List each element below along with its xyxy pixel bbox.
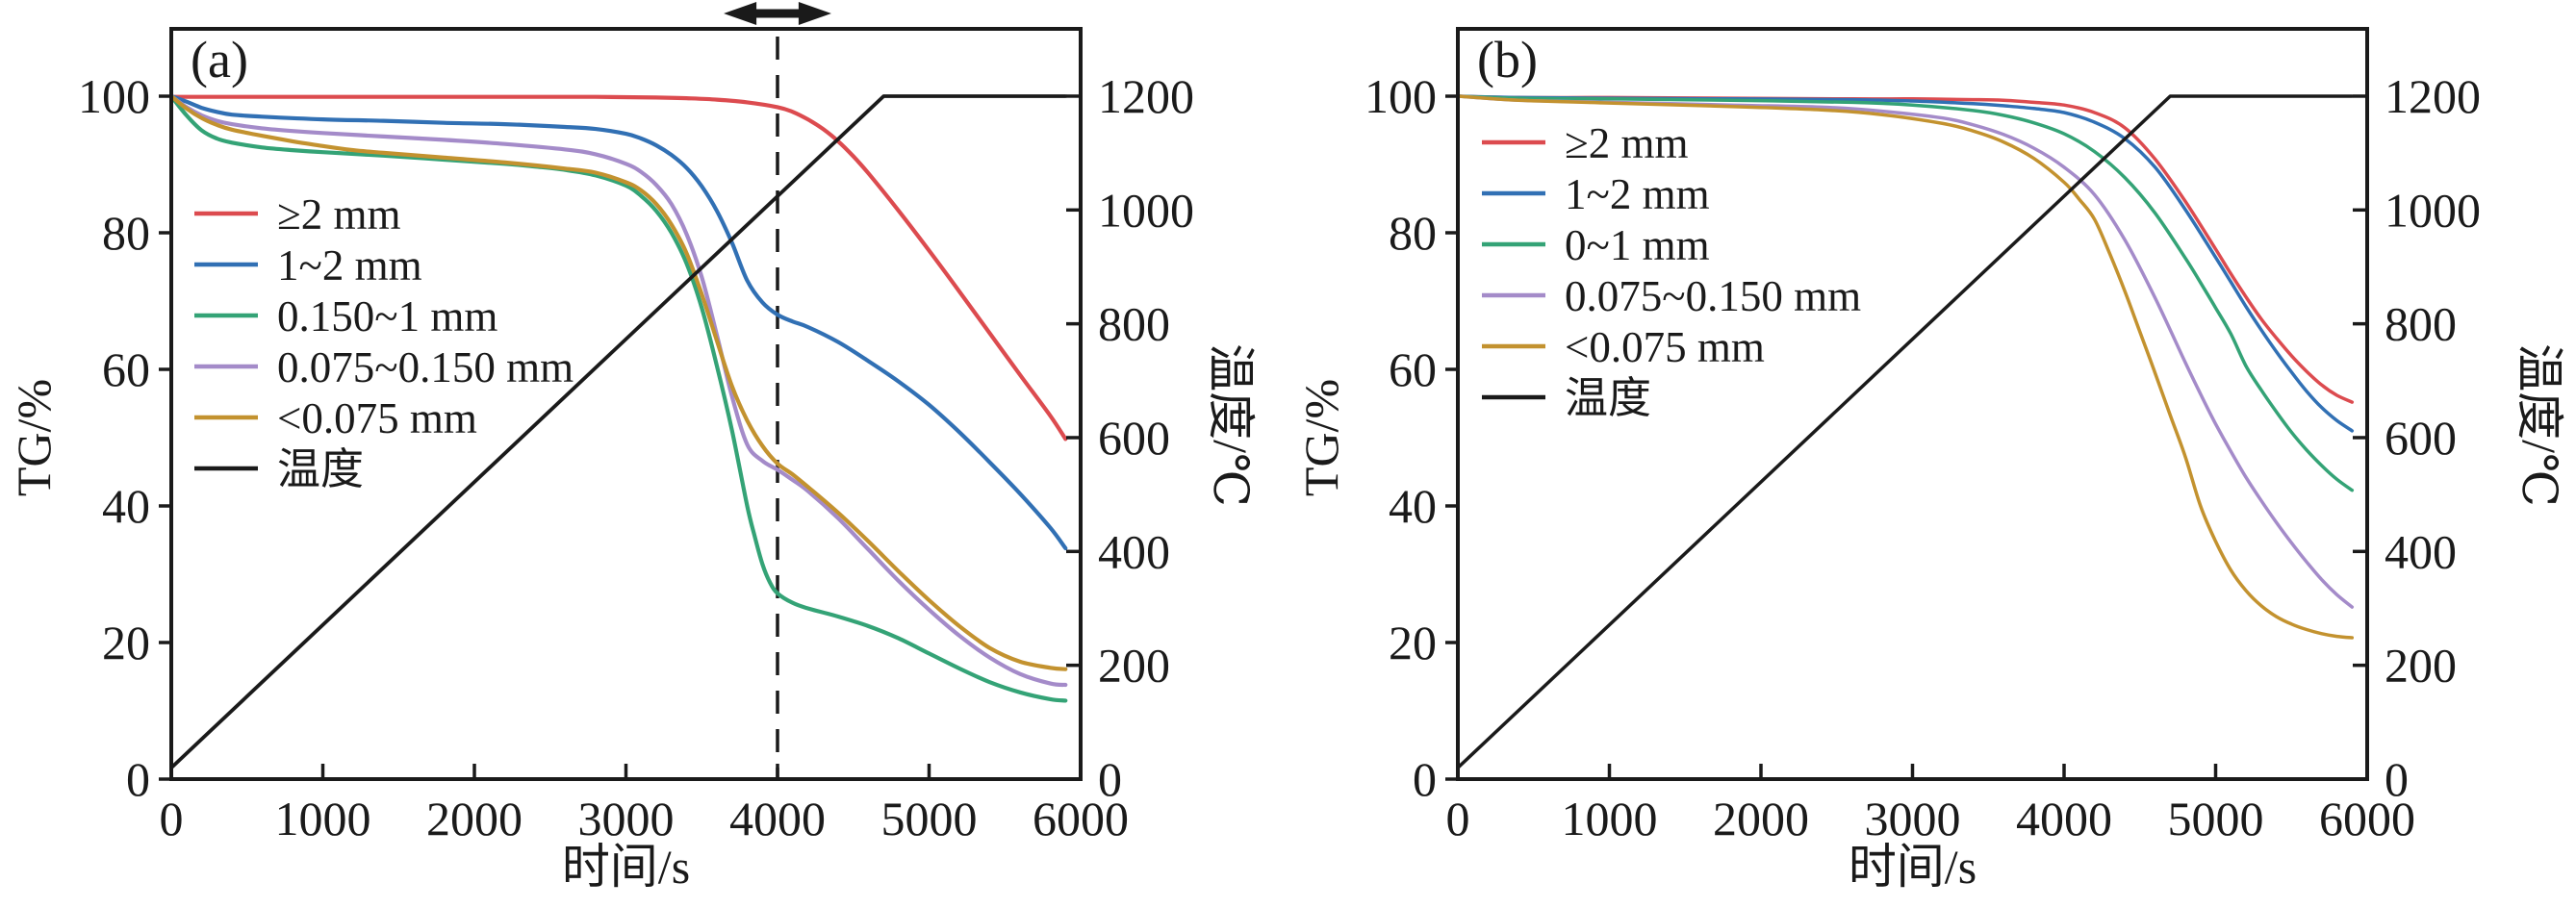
panel-a-label: (a) xyxy=(191,31,248,88)
legend-label-ge-2mm: ≥2 mm xyxy=(1565,119,1688,167)
panel-b-yright-tick-label-0: 0 xyxy=(2385,752,2409,806)
panel-a-x-tick-label-6000: 6000 xyxy=(1033,792,1129,845)
panel-b-y-left-axis-title: TG/% xyxy=(1294,379,1348,496)
panel-a-x-tick-label-2000: 2000 xyxy=(426,792,523,845)
legend-label-lt-0p075mm: <0.075 mm xyxy=(277,394,477,442)
panel-b-yright-tick-label-200: 200 xyxy=(2385,639,2457,693)
panel-b-x-tick-label-6000: 6000 xyxy=(2319,792,2415,845)
panel-b-x-tick-label-1000: 1000 xyxy=(1562,792,1658,845)
panel-b-yright-tick-label-600: 600 xyxy=(2385,411,2457,465)
panel-a-legend: ≥2 mm1~2 mm0.150~1 mm0.075~0.150 mm<0.07… xyxy=(194,190,574,493)
panel-b-yleft-tick-label-60: 60 xyxy=(1389,342,1437,396)
double-arrow-right-head xyxy=(798,2,831,25)
panel-a-curve-ge-2mm xyxy=(168,94,1068,441)
panel-a-curve-lt-0p075mm xyxy=(168,93,1068,671)
panel-a-y-right-axis-title: 温度/℃ xyxy=(1204,343,1258,507)
panel-a-yleft-tick-label-40: 40 xyxy=(102,479,150,533)
panel-a-yright-tick-label-200: 200 xyxy=(1098,639,1170,693)
panel-a-x-tick-label-1000: 1000 xyxy=(275,792,371,845)
panel-b-yright-tick-label-1000: 1000 xyxy=(2385,183,2481,237)
panel-b-curve-temperature xyxy=(1456,94,2355,769)
legend-label-temperature: 温度 xyxy=(277,445,364,493)
panel-b-yleft-tick-label-40: 40 xyxy=(1389,479,1437,533)
legend-label-ge-2mm: ≥2 mm xyxy=(277,190,400,239)
panel-a-yleft-tick-label-80: 80 xyxy=(102,206,150,260)
panel-a-yright-tick-label-0: 0 xyxy=(1098,752,1122,806)
panel-b-yright-tick-label-1200: 1200 xyxy=(2385,69,2481,123)
legend-label-0p075-0p150mm: 0.075~0.150 mm xyxy=(277,343,574,391)
panel-a-yright-tick-label-400: 400 xyxy=(1098,524,1170,578)
panel-b-yleft-tick-label-100: 100 xyxy=(1365,69,1437,123)
panel-b-x-tick-label-0: 0 xyxy=(1446,792,1470,845)
panel-a-x-tick-label-3000: 3000 xyxy=(578,792,675,845)
legend-label-0p075-0p150mm: 0.075~0.150 mm xyxy=(1565,272,1861,320)
legend-label-0p150-1mm: 0.150~1 mm xyxy=(277,292,497,340)
panel-b-yright-tick-label-800: 800 xyxy=(2385,297,2457,351)
panel-a-curve-0p075-0p150mm xyxy=(168,93,1068,688)
panel-b-legend: ≥2 mm1~2 mm0~1 mm0.075~0.150 mm<0.075 mm… xyxy=(1482,119,1861,422)
panel-a-y-left-axis-title: TG/% xyxy=(7,379,61,496)
panel-a-x-tick-label-0: 0 xyxy=(160,792,184,845)
legend-label-1-2mm: 1~2 mm xyxy=(277,241,422,290)
panel-a-yright-tick-label-600: 600 xyxy=(1098,411,1170,465)
panel-b: 0 1000 2000 3000 4000 5000 6000020406080100020… xyxy=(1294,27,2566,894)
panel-a-x-axis-title: 时间/s xyxy=(562,840,690,894)
legend-label-0-1mm: 0~1 mm xyxy=(1565,221,1710,269)
panel-a-x-tick-label-5000: 5000 xyxy=(881,792,978,845)
panel-a-yright-tick-label-1000: 1000 xyxy=(1098,183,1194,237)
panel-b-x-tick-label-4000: 4000 xyxy=(2016,792,2112,845)
panel-a-yright-tick-label-800: 800 xyxy=(1098,297,1170,351)
panel-a-x-tick-label-4000: 4000 xyxy=(729,792,826,845)
panel-a-curve-0p150-1mm xyxy=(168,93,1068,703)
panel-b-curve-0-1mm xyxy=(1456,94,2355,492)
panel-b-curve-lt-0p075mm xyxy=(1456,94,2355,640)
panel-b-x-tick-label-3000: 3000 xyxy=(1865,792,1961,845)
panel-a: 0 1000 2000 3000 4000 5000 6000020406080100020… xyxy=(7,2,1258,894)
panel-a-yright-tick-label-1200: 1200 xyxy=(1098,69,1194,123)
panel-a-double-arrow-icon xyxy=(724,2,831,25)
panel-b-yleft-tick-label-20: 20 xyxy=(1389,616,1437,669)
panel-b-yleft-tick-label-0: 0 xyxy=(1413,752,1437,806)
panel-b-x-tick-label-2000: 2000 xyxy=(1713,792,1809,845)
panel-a-curve-temperature xyxy=(169,94,1068,770)
panel-a-yleft-tick-label-60: 60 xyxy=(102,342,150,396)
panel-a-yleft-tick-label-100: 100 xyxy=(78,69,150,123)
panel-a-curve-1-2mm xyxy=(168,93,1068,551)
legend-label-lt-0p075mm: <0.075 mm xyxy=(1565,323,1765,371)
panel-b-yright-tick-label-400: 400 xyxy=(2385,524,2457,578)
panel-b-yleft-tick-label-80: 80 xyxy=(1389,206,1437,260)
panel-b-x-tick-label-5000: 5000 xyxy=(2168,792,2264,845)
panel-a-yleft-tick-label-0: 0 xyxy=(126,752,150,806)
legend-label-1-2mm: 1~2 mm xyxy=(1565,170,1710,218)
double-arrow-left-head xyxy=(724,2,757,25)
panel-b-y-right-axis-title: 温度/℃ xyxy=(2512,343,2566,507)
legend-label-temperature: 温度 xyxy=(1565,374,1651,422)
panel-b-x-axis-title: 时间/s xyxy=(1849,840,1977,894)
panel-b-curve-0p075-0p150mm xyxy=(1456,94,2355,609)
panel-b-label: (b) xyxy=(1477,31,1538,88)
panel-a-yleft-tick-label-20: 20 xyxy=(102,616,150,669)
